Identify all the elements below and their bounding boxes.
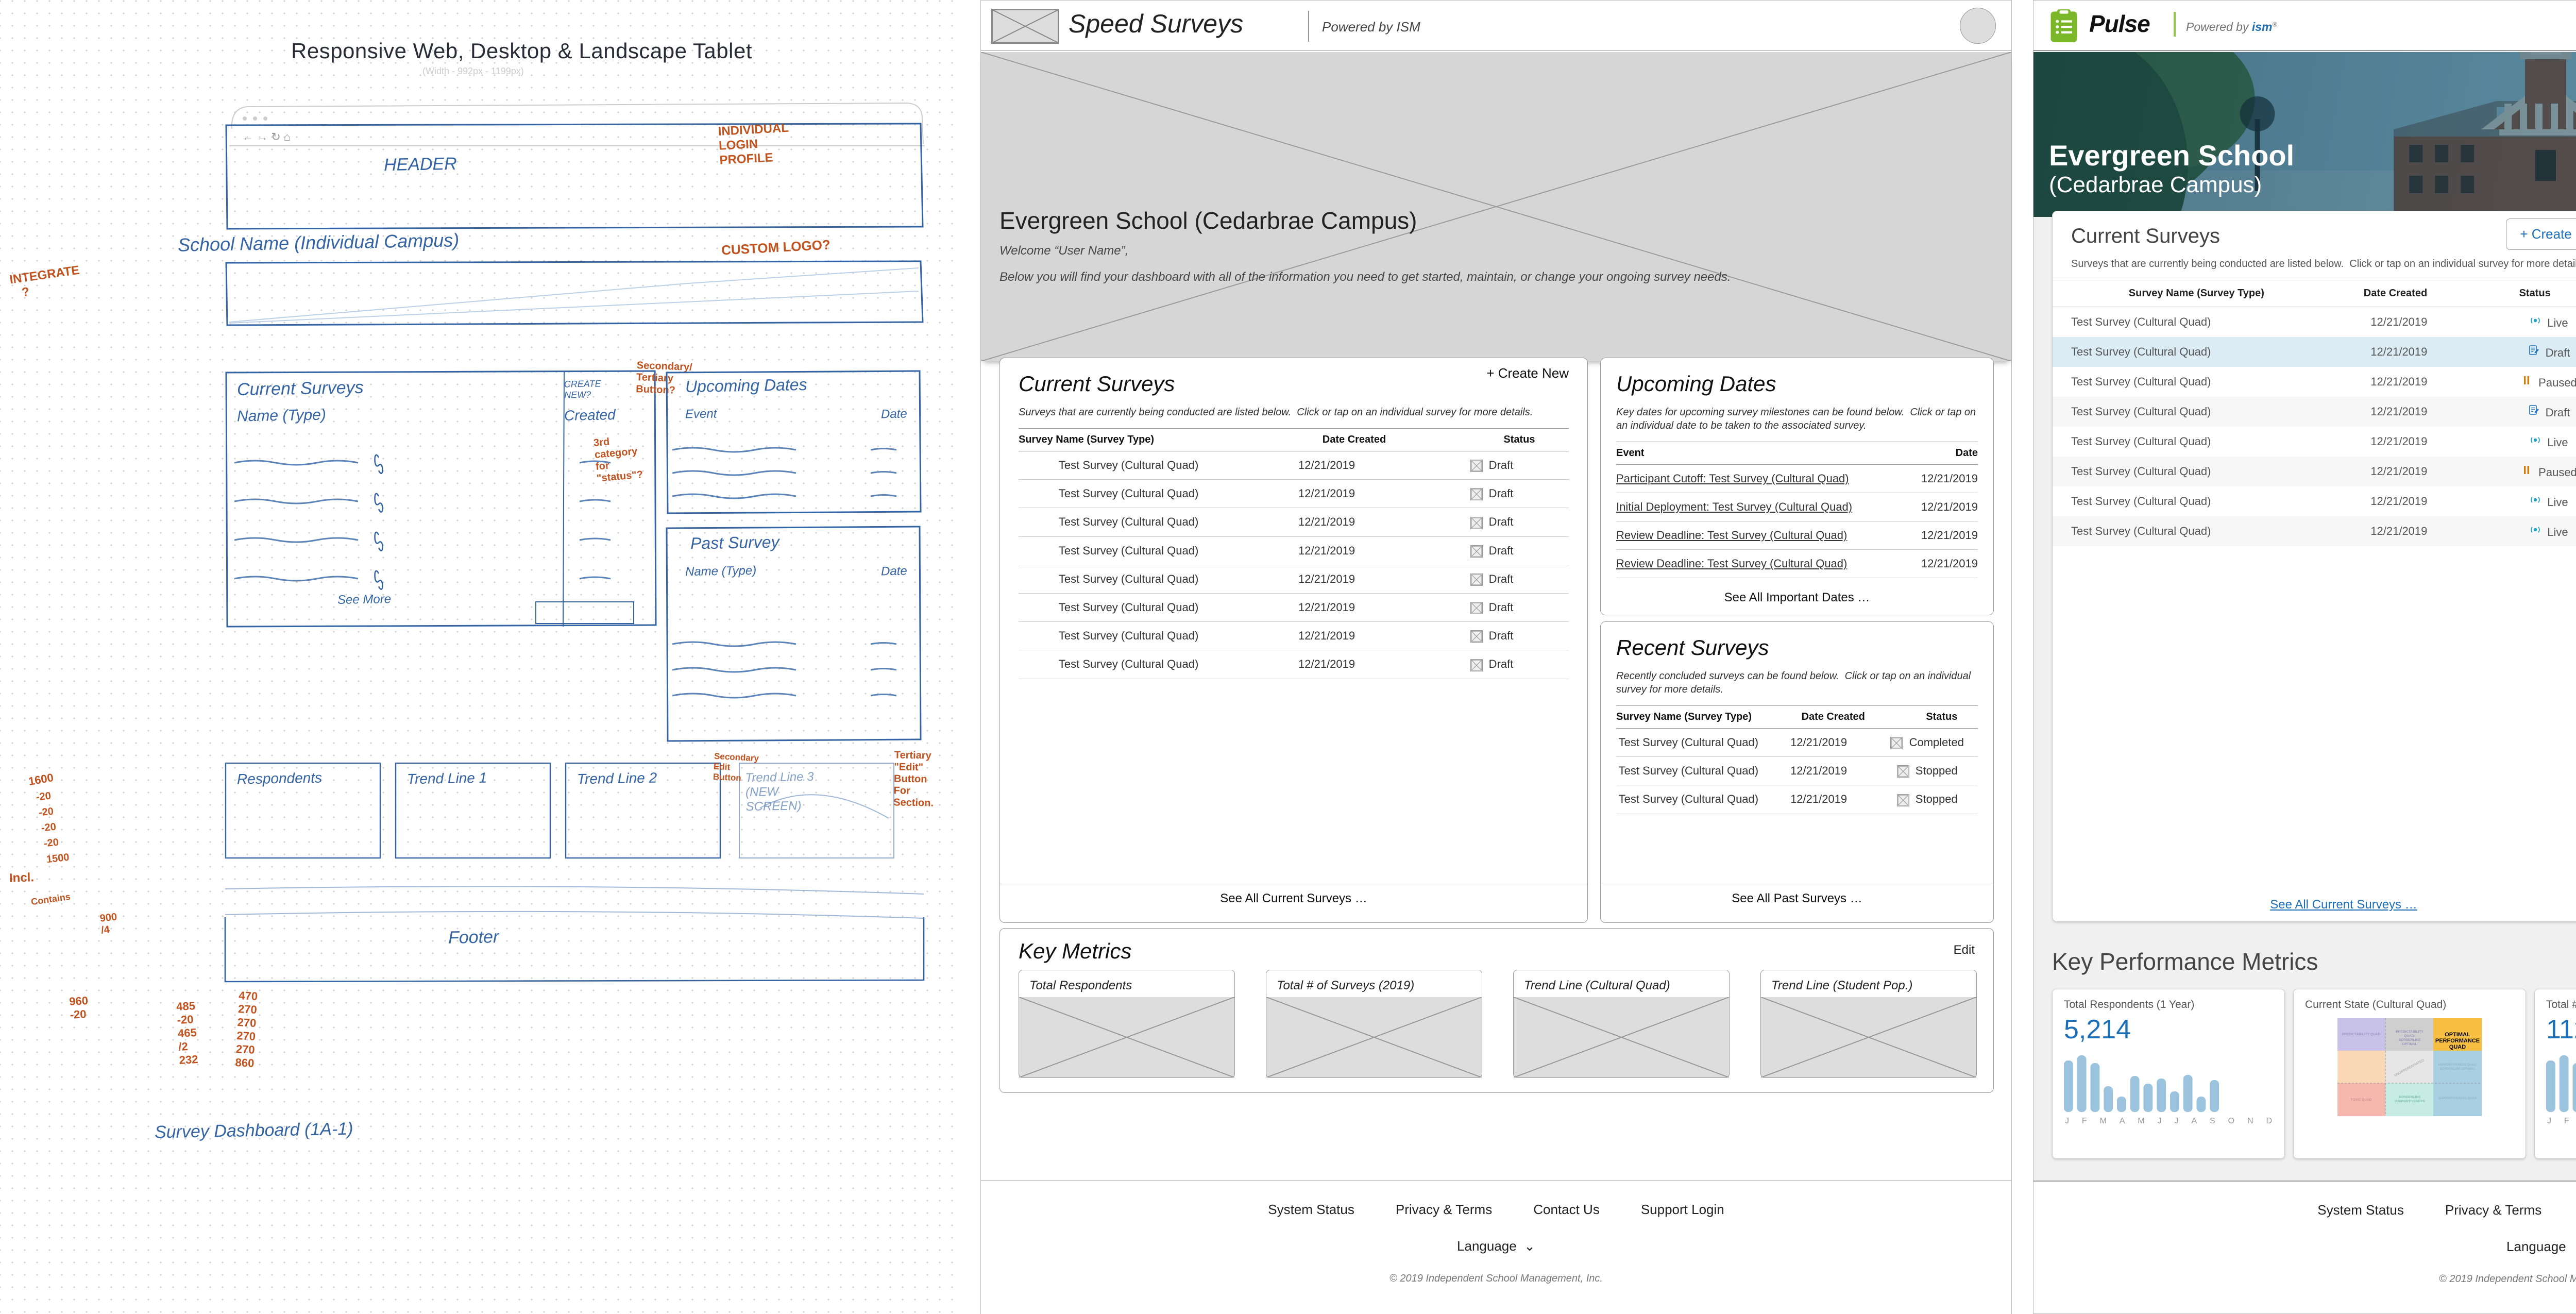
svg-text:TOXIC QUAD: TOXIC QUAD bbox=[2351, 1098, 2372, 1102]
svg-text:BORDERLINE OPTIMAL: BORDERLINE OPTIMAL bbox=[2440, 1068, 2476, 1071]
svg-text:OPTIMAL: OPTIMAL bbox=[2402, 1042, 2417, 1046]
svg-text:BORDERLINE: BORDERLINE bbox=[2399, 1096, 2421, 1099]
svg-text:BORDERLINE: BORDERLINE bbox=[2399, 1038, 2421, 1042]
svg-text:SUPPORTIVENESS QUAD:: SUPPORTIVENESS QUAD: bbox=[2438, 1064, 2477, 1067]
svg-text:OPTIMAL: OPTIMAL bbox=[2445, 1032, 2470, 1038]
svg-text:PREDICTABILITY QUAD: PREDICTABILITY QUAD bbox=[2342, 1033, 2380, 1036]
svg-text:PERFORMANCE: PERFORMANCE bbox=[2435, 1038, 2480, 1044]
svg-text:SUPPORTIVENESS QUAD: SUPPORTIVENESS QUAD bbox=[2438, 1097, 2477, 1100]
svg-text:QUAD: QUAD bbox=[2449, 1044, 2466, 1050]
svg-text:PREDICTABILITY: PREDICTABILITY bbox=[2396, 1030, 2424, 1034]
svg-text:QUAD:: QUAD: bbox=[2404, 1034, 2415, 1038]
svg-text:SUPPORTIVENESS: SUPPORTIVENESS bbox=[2394, 1100, 2425, 1103]
